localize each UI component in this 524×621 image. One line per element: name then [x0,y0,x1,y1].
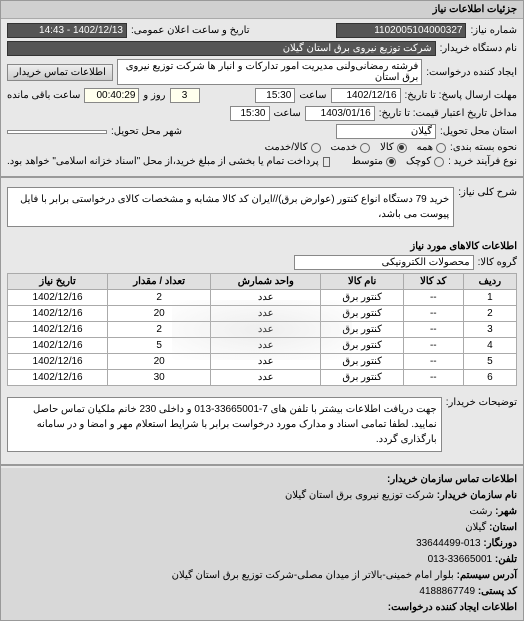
goods-table: ردیفکد کالانام کالاواحد شمارشتعداد / مقد… [7,273,517,386]
pkg-radio-all[interactable]: همه [417,142,446,153]
pkg-radio-service[interactable]: خدمت [331,142,371,153]
notes-label: توضیحات خریدار: [446,394,517,408]
process-label: نوع فرآیند خرید : [448,156,517,167]
notes-text: جهت دریافت اطلاعات بیشتر با تلفن های 7-3… [7,397,442,452]
deadline-time-label: ساعت [299,90,326,101]
table-header: نام کالا [321,274,403,290]
delivery-loc-label: استان محل تحویل: [440,126,517,137]
prepay-checkbox[interactable] [323,157,330,167]
valid-until-time: 15:30 [230,106,270,121]
remain-tail: ساعت باقی مانده [7,90,80,101]
remain-days: 3 [170,88,200,103]
contact-header: اطلاعات تماس سازمان خریدار: [387,474,517,485]
table-row: 3--کنتور برقعدد21402/12/16 [8,322,517,338]
table-header: ردیف [463,274,516,290]
prepay-label: پرداخت تمام یا بخشی از مبلغ خرید،از محل … [7,156,319,167]
table-row: 2--کنتور برقعدد201402/12/16 [8,306,517,322]
deadline-send-label: مهلت ارسال پاسخ: تا تاریخ: [405,90,517,101]
need-no: 1102005104000327 [336,23,466,38]
announce-value: 1402/12/13 - 14:43 [7,23,127,38]
delivery-loc: گیلان [336,124,436,139]
table-header: کد کالا [403,274,463,290]
table-row: 4--کنتور برقعدد51402/12/16 [8,338,517,354]
need-no-label: شماره نیاز: [470,25,517,36]
table-row: 1--کنتور برقعدد21402/12/16 [8,290,517,306]
contact-info-button[interactable]: اطلاعات تماس خریدار [7,64,113,81]
table-header: تعداد / مقدار [108,274,211,290]
process-radio-group: کوچک متوسط [352,156,444,167]
requester-label: ایجاد کننده درخواست: [426,67,517,78]
process-radio-medium[interactable]: متوسط [352,156,396,167]
table-header: تاریخ نیاز [8,274,108,290]
requester-name: فرشته رمضانی‌ولنی مدیریت امور تدارکات و … [117,59,422,85]
pkg-radio-partial[interactable]: کالا/خدمت [265,142,321,153]
buyer-name-label: نام دستگاه خریدار: [440,43,517,54]
valid-until-label: مداخل تاریخ اعتبار قیمت: تا تاریخ: [379,108,517,119]
desc-label: شرح کلی نیاز: [458,184,517,198]
desc-text: خرید 79 دستگاه انواع کنتور (عوارض برق)//… [7,187,454,227]
panel-title: جزئیات اطلاعات نیاز [1,1,523,19]
group-label: گروه کالا: [478,257,517,268]
pkg-radio-group: همه کالا خدمت کالا/خدمت [265,142,446,153]
process-radio-small[interactable]: کوچک [406,156,444,167]
pkg-radio-goods[interactable]: کالا [380,142,407,153]
contact-section: اطلاعات تماس سازمان خریدار: نام سازمان خ… [1,468,523,620]
goods-label: اطلاعات کالاهای مورد نیاز [7,241,517,252]
remain-days-label: روز و [143,90,165,101]
table-header: واحد شمارش [211,274,321,290]
valid-time-label: ساعت [274,108,301,119]
table-row: 6--کنتور برقعدد301402/12/16 [8,370,517,386]
city-value [7,130,107,134]
announce-label: تاریخ و ساعت اعلان عمومی: [131,25,250,36]
table-row: 5--کنتور برقعدد201402/12/16 [8,354,517,370]
remain-time: 00:40:29 [84,88,139,103]
group-value: محصولات الکترونیکی [294,255,474,270]
deadline-send-time: 15:30 [255,88,295,103]
city-label: شهر محل تحویل: [111,126,182,137]
buyer-name: شرکت توزیع نیروی برق استان گیلان [7,41,436,56]
deadline-send-date: 1402/12/16 [331,88,401,103]
pkg-type-label: نحوه بسته بندی: [450,142,517,153]
valid-until-date: 1403/01/16 [305,106,375,121]
